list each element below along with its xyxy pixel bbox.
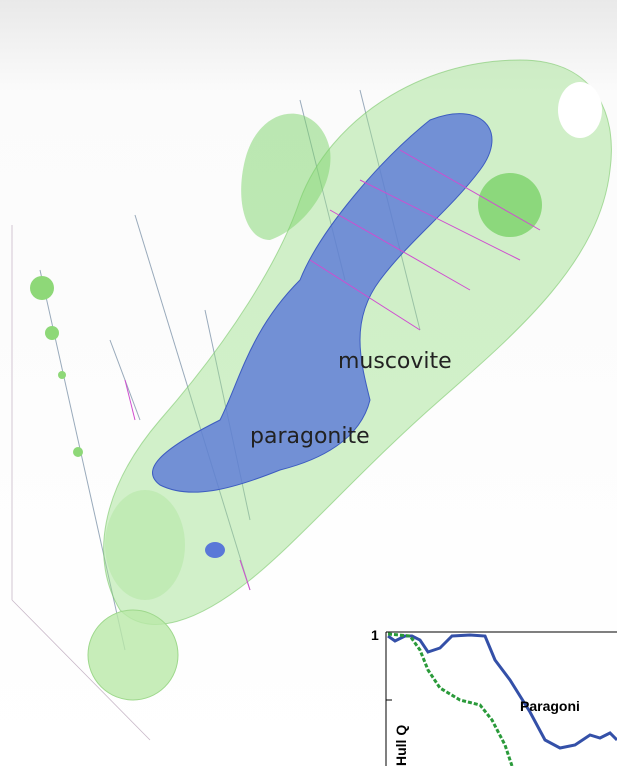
blue-blob [205,542,225,558]
inset-ylabel: Hull Q [393,725,409,766]
figure: muscovite paragonite 1 Hull Q Paragoni [0,0,617,766]
paragonite-label: paragonite [250,424,370,449]
inset-series-label: Paragoni [520,698,580,714]
inset-chart: 1 Hull Q Paragoni [371,627,617,766]
green-end [105,490,185,600]
inset-ytick: 1 [371,627,379,643]
muscovite-label: muscovite [338,349,452,374]
inset-bg [386,632,617,766]
hole [558,82,602,138]
green-sphere [478,173,542,237]
bottom-sphere [88,610,178,700]
